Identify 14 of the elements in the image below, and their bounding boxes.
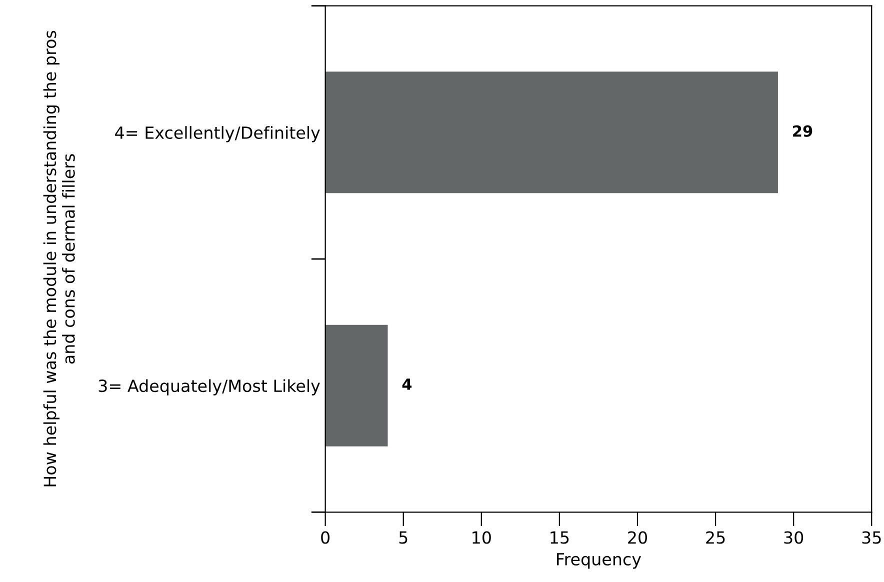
x-tick-label: 20	[628, 531, 647, 544]
x-tick-label: 10	[472, 531, 491, 544]
x-tick-label: 25	[706, 531, 725, 544]
x-tick-label: 15	[550, 531, 569, 544]
x-axis-title: Frequency	[557, 553, 642, 569]
y-axis-title: How helpful was the module in understanding the pros and cons of dermal fillers	[43, 30, 75, 486]
y-tick-label: 3= Adequately/Most Likely	[98, 379, 320, 396]
y-tick-label: 4= Excellently/Definitely	[115, 126, 320, 142]
x-tick-label: 30	[784, 531, 804, 544]
data-label: 4	[402, 378, 412, 390]
data-label: 29	[793, 125, 812, 137]
x-tick-label: 35	[862, 531, 881, 544]
x-tick-label: 5	[399, 531, 408, 544]
x-tick-label: 0	[321, 531, 330, 544]
